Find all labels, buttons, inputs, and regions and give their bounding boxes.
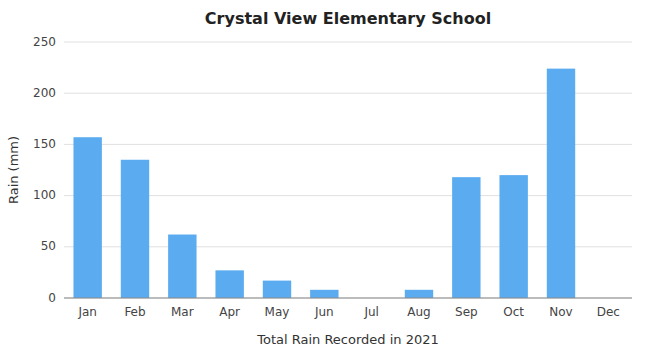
chart-container: 0 50 100 150 200 250 Jan Feb Mar Apr May Jun Jul Aug S… [0, 0, 650, 360]
y-tick-label: 150 [33, 137, 56, 151]
grid-line [64, 42, 632, 43]
bars [73, 69, 575, 298]
title: Crystal View Elementary School [205, 9, 491, 28]
x-tick-label: Sep [455, 305, 478, 319]
x-tick-label: Feb [124, 305, 145, 319]
x-tick-label: Dec [597, 305, 620, 319]
x-tick-label: Mar [171, 305, 194, 319]
x-tick-label: Apr [219, 305, 240, 319]
x-tick-label: Nov [549, 305, 572, 319]
x-tick-label: Aug [407, 305, 430, 319]
bar [263, 281, 291, 298]
x-tick-label: Jan [77, 305, 97, 319]
x-tick-label: Oct [503, 305, 524, 319]
bar [73, 137, 101, 298]
bar [452, 177, 480, 298]
x-tick-label: Jun [314, 305, 334, 319]
grid-line [64, 298, 632, 299]
y-tick-label: 100 [33, 188, 56, 202]
y-axis: 0 50 100 150 200 250 [33, 35, 56, 305]
y-tick-label: 250 [33, 35, 56, 49]
y-tick-label: 0 [48, 291, 56, 305]
x-tick-label: Jul [363, 305, 378, 319]
x-axis-line [64, 298, 632, 299]
y-tick-label: 200 [33, 86, 56, 100]
bar [215, 270, 243, 298]
bar [121, 160, 149, 298]
x-axis: Jan Feb Mar Apr May Jun Jul Aug Sep Oct Nov Dec [64, 298, 632, 319]
x-axis-label: Total Rain Recorded in 2021 [256, 332, 439, 347]
bar [310, 290, 338, 298]
bar [405, 290, 433, 298]
chart: 0 50 100 150 200 250 Jan Feb Mar Apr May Jun Jul Aug S… [0, 0, 650, 360]
grid [64, 42, 632, 298]
y-tick-label: 50 [41, 239, 56, 253]
bar [168, 235, 196, 298]
y-axis-label: Rain (mm) [6, 136, 21, 204]
x-tick-label: May [265, 305, 290, 319]
bar [499, 175, 527, 298]
bar [547, 69, 575, 298]
